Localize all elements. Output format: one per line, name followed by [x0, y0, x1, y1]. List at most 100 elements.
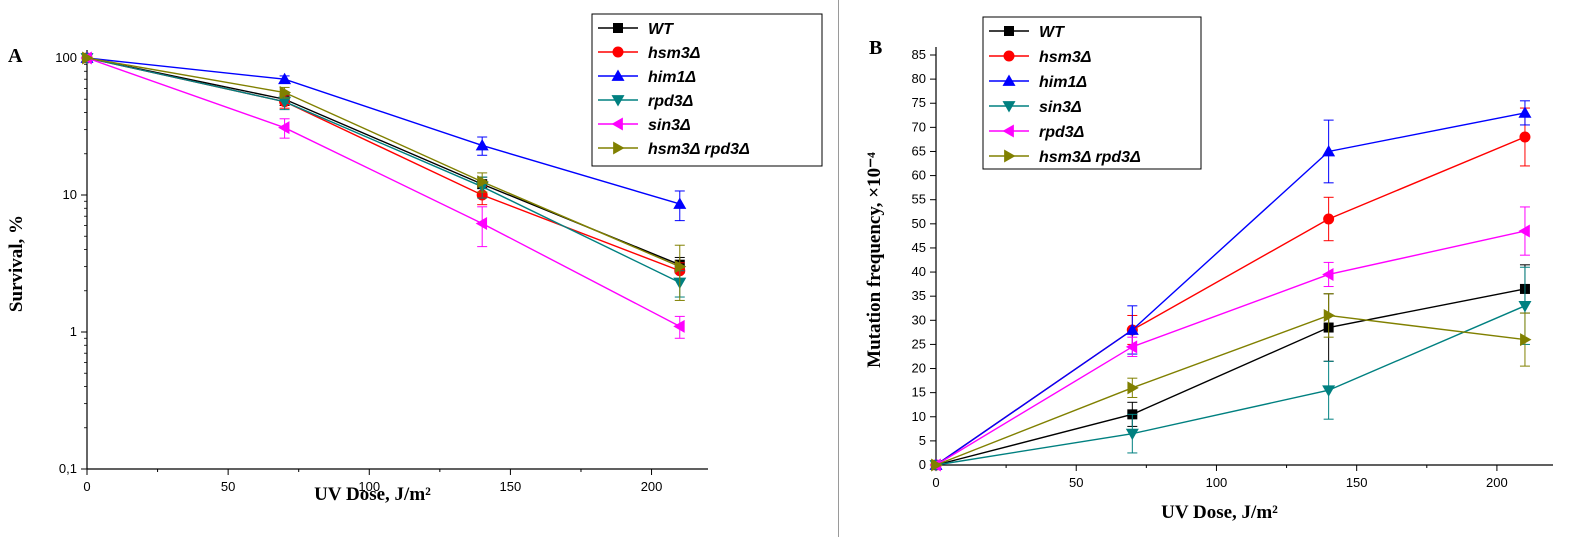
y-tick-label: 0	[919, 457, 926, 472]
y-tick-label: 50	[912, 216, 926, 231]
data-point	[1322, 267, 1334, 281]
data-point	[278, 121, 290, 135]
x-axis-title: UV Dose, J/m²	[314, 484, 431, 505]
legend-entry-label: him1Δ	[648, 69, 696, 86]
x-tick-label: 200	[641, 479, 663, 494]
y-tick-label: 35	[912, 288, 926, 303]
y-tick-label: 5	[919, 433, 926, 448]
legend-box	[591, 13, 823, 167]
legend-marker	[1002, 124, 1014, 138]
legend-entry-label: WT	[648, 21, 674, 38]
y-axis-title: Survival, %	[6, 215, 27, 312]
data-point	[673, 197, 687, 209]
data-point	[1519, 131, 1531, 143]
x-tick-label: 200	[1486, 475, 1508, 490]
panel-divider	[838, 0, 839, 537]
x-tick-label: 50	[221, 479, 235, 494]
legend-marker	[1002, 101, 1016, 113]
data-point	[1518, 300, 1532, 313]
series-line	[86, 57, 681, 268]
data-point	[475, 138, 489, 151]
y-tick-label: 25	[912, 336, 926, 351]
legend-entry-label: him1Δ	[1039, 74, 1087, 91]
data-point	[1323, 308, 1336, 322]
legend-marker	[613, 141, 625, 155]
y-tick-label: 0,1	[59, 461, 77, 476]
x-tick-label: 100	[1206, 475, 1228, 490]
data-point	[1518, 106, 1532, 118]
data-point	[1125, 340, 1138, 354]
y-tick-label: 45	[912, 240, 926, 255]
data-point	[1322, 144, 1336, 157]
data-point	[1127, 381, 1139, 395]
data-point	[1125, 323, 1139, 335]
data-point	[477, 175, 489, 189]
y-tick-label: 15	[912, 385, 926, 400]
series-line	[86, 57, 681, 284]
y-tick-label: 100	[55, 50, 77, 65]
legend-entry-label: hsm3Δ	[1039, 49, 1092, 66]
y-tick-label: 75	[912, 95, 926, 110]
data-point	[475, 216, 488, 230]
legend-entry-label: hsm3Δ rpd3Δ	[648, 141, 750, 158]
y-tick-label: 65	[912, 143, 926, 158]
legend-entry-label: hsm3Δ rpd3Δ	[1039, 149, 1141, 166]
data-point	[1125, 428, 1139, 441]
panel-label: B	[869, 37, 882, 59]
legend-marker	[611, 117, 623, 131]
legend-entry-label: WT	[1039, 24, 1065, 41]
chart-panel-b: 0 50 100 150 200 0 5 10 15 20 25 30 35 40 45 50 55 60 65 70…	[864, 16, 1553, 523]
legend-marker	[611, 69, 625, 81]
panel-label: A	[8, 45, 23, 67]
data-point	[1322, 385, 1336, 397]
series-3	[929, 266, 1532, 472]
legend-marker	[612, 46, 624, 58]
series-line	[935, 288, 1526, 466]
x-tick-label: 150	[500, 479, 522, 494]
series-4	[929, 206, 1530, 472]
series-line	[86, 57, 680, 205]
data-point	[1323, 213, 1335, 225]
x-tick-label: 0	[932, 475, 939, 490]
y-tick-label: 70	[912, 119, 926, 134]
series-line	[935, 230, 1526, 466]
data-point	[1520, 333, 1532, 347]
series-line	[935, 314, 1526, 466]
y-tick-label: 20	[912, 361, 926, 376]
x-tick-label: 150	[1346, 475, 1368, 490]
series-line	[935, 136, 1526, 466]
legend-marker	[611, 95, 625, 107]
y-tick-label: 1	[70, 324, 77, 339]
series-5	[82, 51, 687, 301]
data-point	[279, 85, 292, 99]
series-0	[931, 264, 1530, 470]
legend-marker	[613, 23, 623, 33]
x-tick-label: 50	[1069, 475, 1083, 490]
data-point	[1518, 224, 1530, 238]
x-axis-title: UV Dose, J/m²	[1161, 502, 1278, 523]
data-point	[278, 72, 292, 85]
data-point	[674, 260, 687, 274]
series-line	[935, 112, 1526, 466]
series-line	[935, 305, 1526, 466]
legend-marker	[1002, 74, 1016, 86]
data-point	[673, 319, 685, 333]
y-tick-label: 85	[912, 47, 926, 62]
x-tick-label: 100	[358, 479, 380, 494]
y-tick-label: 60	[912, 168, 926, 183]
legend-marker	[1004, 26, 1014, 36]
series-4	[80, 51, 685, 339]
legend-marker	[1003, 50, 1015, 62]
legend-entry-label: sin3Δ	[648, 117, 691, 134]
legend-entry-label: rpd3Δ	[648, 93, 694, 110]
data-point	[82, 51, 94, 65]
data-point	[931, 458, 943, 472]
y-axis-title: Mutation frequency, ×10⁻⁴	[864, 152, 885, 368]
y-tick-label: 10	[912, 409, 926, 424]
legend-entry-label: hsm3Δ	[648, 45, 701, 62]
legend-box	[982, 16, 1202, 170]
legend-marker	[1004, 149, 1016, 163]
